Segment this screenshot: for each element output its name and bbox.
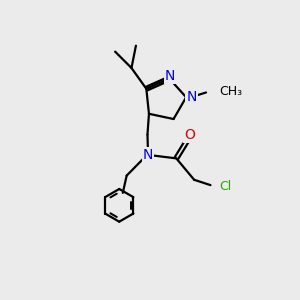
Text: O: O [184, 128, 195, 142]
Text: N: N [186, 90, 197, 104]
Text: CH₃: CH₃ [219, 85, 242, 98]
Text: N: N [143, 148, 153, 162]
Text: Cl: Cl [219, 180, 231, 193]
Text: N: N [165, 69, 175, 83]
